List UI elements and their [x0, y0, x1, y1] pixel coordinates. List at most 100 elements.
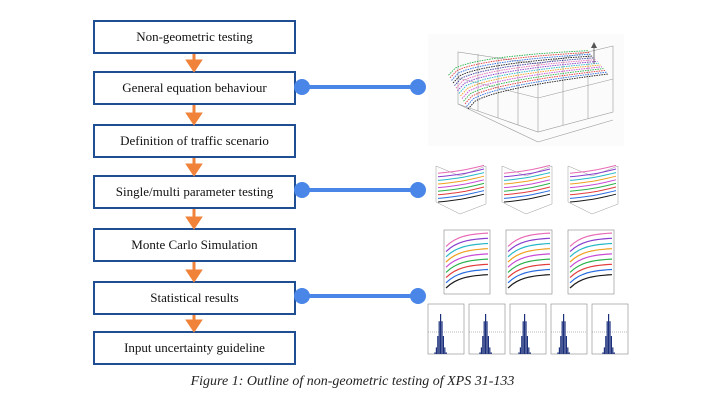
- monte-carlo-curve: [445, 253, 489, 268]
- surface-curve: [464, 69, 606, 105]
- plot-frame: [567, 165, 619, 215]
- monte-carlo-plot: [505, 229, 553, 295]
- step-label: General equation behaviour: [122, 80, 267, 95]
- monte-carlo-plots: [443, 229, 615, 295]
- step-label: Single/multi parameter testing: [115, 184, 274, 199]
- histogram-bar: [606, 321, 608, 354]
- parameter-curve: [569, 168, 617, 178]
- parameter-curve: [569, 193, 617, 203]
- step-label: Statistical results: [150, 290, 239, 305]
- plot-frame: [435, 165, 487, 215]
- parameter-curve: [437, 190, 485, 199]
- surface-curve: [457, 60, 598, 92]
- surface-lines: [448, 50, 609, 110]
- monte-carlo-curve: [507, 237, 551, 253]
- monte-carlo-curve: [445, 237, 489, 253]
- monte-carlo-curve: [569, 232, 613, 247]
- monte-carlo-curve: [507, 263, 551, 279]
- histogram-bar: [522, 321, 524, 354]
- histogram-bar: [485, 314, 487, 354]
- parameter-curve: [437, 164, 485, 174]
- connector-dot: [410, 182, 426, 198]
- histogram-plots: [427, 303, 629, 355]
- monte-carlo-plot: [443, 229, 491, 295]
- monte-carlo-curve: [569, 242, 613, 258]
- monte-carlo-curve: [445, 242, 489, 258]
- histogram-plot: [509, 303, 547, 355]
- histogram-bar: [526, 336, 528, 354]
- monte-carlo-plots-panel: [443, 229, 615, 295]
- parameter-curve: [569, 179, 617, 189]
- parameter-curve: [503, 186, 551, 196]
- monte-carlo-curve: [569, 248, 613, 263]
- histogram-bar: [613, 352, 615, 354]
- histogram-bar: [605, 336, 607, 354]
- parameter-curve: [437, 182, 485, 192]
- histogram-plot: [591, 303, 629, 355]
- histogram-bar: [482, 336, 484, 354]
- histogram-plot: [427, 303, 465, 355]
- parameter-curve: [503, 172, 551, 181]
- surface-curve: [449, 51, 591, 79]
- step-label: Definition of traffic scenario: [120, 133, 269, 148]
- histogram-bar: [561, 321, 563, 354]
- monte-carlo-curve: [569, 237, 613, 253]
- surface-curve: [467, 73, 609, 110]
- surface-curve: [460, 64, 601, 97]
- histogram-bar: [442, 336, 444, 354]
- step-label: Non-geometric testing: [136, 29, 253, 44]
- parameter-plot: [562, 152, 622, 218]
- parameter-curve: [503, 168, 551, 178]
- parameter-curve: [437, 175, 485, 185]
- flow-arrow-head: [185, 59, 203, 73]
- step-label: Monte Carlo Simulation: [131, 237, 258, 252]
- flow-arrow-head: [185, 319, 203, 333]
- monte-carlo-curve: [569, 253, 613, 268]
- monte-carlo-curve: [445, 263, 489, 279]
- histogram-bar: [489, 347, 491, 354]
- step-definition-of-traffic-scenario: Definition of traffic scenario: [93, 124, 296, 158]
- histogram-plots-panel: [427, 303, 629, 355]
- figure-caption: Figure 1: Outline of non-geometric testi…: [190, 374, 515, 389]
- flow-arrow-head: [185, 163, 203, 177]
- parameter-curve: [569, 186, 617, 196]
- monte-carlo-curve: [445, 258, 489, 273]
- parameter-curve: [569, 164, 617, 174]
- parameter-curve: [569, 182, 617, 192]
- flow-arrow-head: [185, 112, 203, 126]
- monte-carlo-curve: [445, 232, 489, 247]
- surface-curve: [466, 71, 607, 107]
- plot-frame: [501, 165, 553, 215]
- histogram-bar: [435, 347, 437, 354]
- histogram-bar: [612, 347, 614, 354]
- histogram-bar: [609, 321, 611, 354]
- step-input-uncertainty-guideline: Input uncertainty guideline: [93, 331, 296, 365]
- histogram-bar: [567, 347, 569, 354]
- step-monte-carlo-simulation: Monte Carlo Simulation: [93, 228, 296, 262]
- histogram-bar: [568, 352, 570, 354]
- connector-dot: [294, 182, 310, 198]
- histogram-bar: [565, 336, 567, 354]
- parameter-curve: [569, 190, 617, 199]
- histogram-plot: [468, 303, 506, 355]
- histogram-bar: [560, 336, 562, 354]
- parameter-plots: [430, 152, 622, 218]
- histogram-bar: [558, 347, 560, 354]
- parameter-curve: [437, 168, 485, 178]
- flow-arrow-head: [185, 216, 203, 230]
- parameter-curve: [503, 164, 551, 174]
- histogram-bar: [480, 347, 482, 354]
- parameter-curve: [503, 179, 551, 189]
- histogram-bar: [557, 352, 559, 354]
- histogram-bar: [438, 321, 440, 354]
- monte-carlo-curve: [445, 248, 489, 263]
- parameter-curve: [437, 186, 485, 196]
- monte-carlo-curve: [569, 258, 613, 273]
- 3d-surface-plot-panel: [428, 34, 624, 146]
- histogram-bar: [610, 336, 612, 354]
- histogram-bar: [479, 352, 481, 354]
- monte-carlo-curve: [507, 232, 551, 247]
- parameter-plot: [496, 152, 556, 218]
- monte-carlo-curve: [507, 258, 551, 273]
